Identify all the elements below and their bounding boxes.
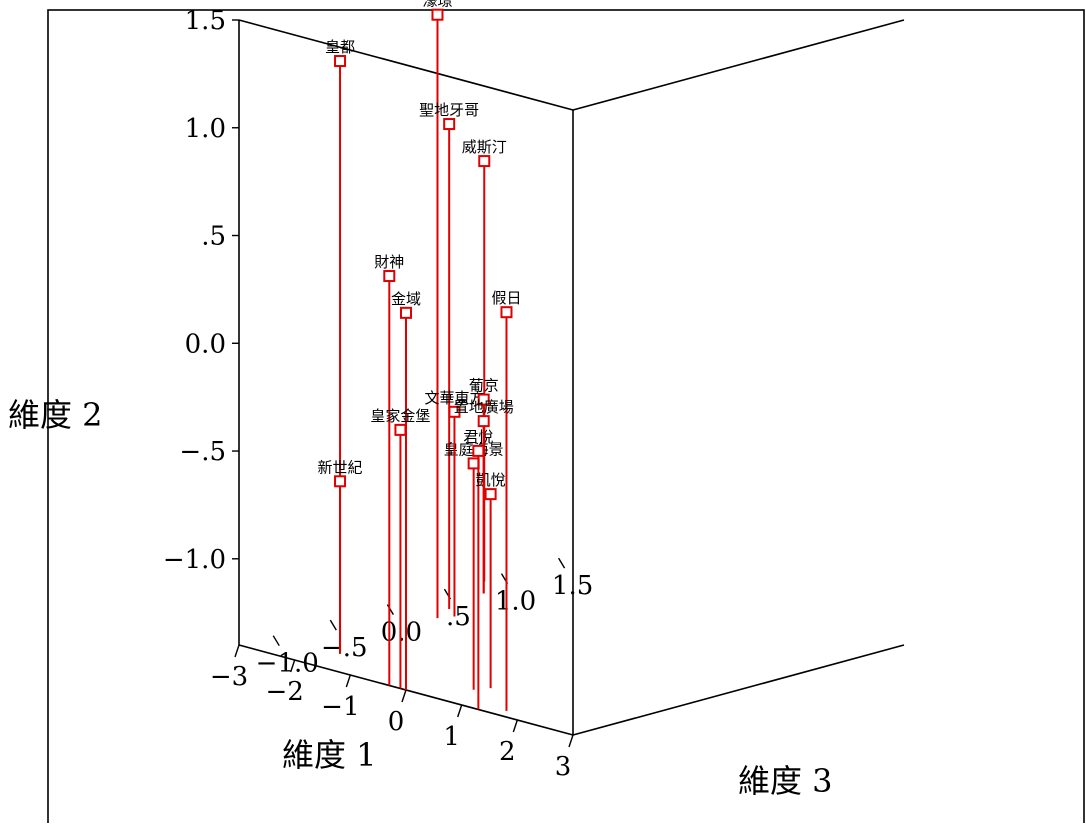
point-marker [500, 306, 513, 319]
z-tick-mark [386, 604, 394, 616]
point-marker [431, 8, 444, 21]
axes [238, 19, 905, 736]
point-marker [383, 270, 396, 283]
point-label: 皇家金堡 [370, 407, 430, 425]
point-marker [443, 118, 456, 131]
data-point: 皇家金堡 [370, 407, 430, 689]
x-axis-title: 維度 1 [282, 736, 377, 774]
point-marker [477, 415, 490, 428]
point-marker [400, 306, 412, 319]
point-marker [448, 405, 461, 418]
y-axis-title: 維度 2 [8, 396, 103, 434]
point-label: 新世紀 [318, 458, 363, 476]
z-tick-label: 1.0 [495, 587, 536, 617]
y-tick-label: .5 [201, 222, 226, 252]
x-tick-mark [401, 689, 407, 703]
z-tick-label: −1.0 [256, 649, 319, 679]
x-tick-label: −1 [321, 692, 359, 722]
right-wall-top-edge [572, 19, 905, 111]
x-tick-label: 2 [499, 737, 516, 767]
point-marker [334, 475, 347, 488]
y-tick-label: 1.5 [185, 6, 226, 36]
z-axis-title: 維度 3 [738, 762, 833, 800]
data-point: 假日 [491, 289, 521, 711]
y-tick-label: 0.0 [185, 329, 226, 359]
data-point: 君悅 [463, 428, 493, 710]
y-tick-label: 1.0 [185, 114, 226, 144]
x-tick-mark [290, 659, 296, 673]
point-marker [477, 393, 490, 406]
point-marker [472, 444, 485, 457]
data-point: 濠璟 [422, 0, 452, 619]
x-tick-mark [234, 644, 240, 658]
y-tick-label: −.5 [179, 437, 226, 467]
data-point: 新世紀 [318, 458, 363, 654]
x-tick-mark [568, 734, 574, 748]
point-label: 置地廣場 [454, 398, 514, 416]
point-label: 皇都 [325, 38, 355, 56]
point-label: 君悅 [463, 428, 493, 446]
point-label: 濠璟 [422, 0, 452, 10]
data-point: 金域 [391, 290, 421, 690]
point-label: 假日 [491, 289, 521, 307]
z-tick-label: −.5 [321, 633, 368, 663]
point-marker [334, 55, 347, 68]
x-tick-label: 0 [388, 707, 405, 737]
point-label: 凱悅 [476, 471, 506, 489]
point-marker [484, 488, 497, 501]
y-tick-label: −1.0 [163, 545, 226, 575]
z-tick-mark [272, 635, 280, 647]
point-label: 財神 [374, 253, 404, 271]
x-tick-mark [512, 719, 518, 733]
z-tick-mark [329, 619, 337, 631]
data-point: 置地廣場 [454, 398, 514, 594]
z-tick-label: .5 [446, 602, 471, 632]
point-marker [478, 155, 491, 168]
x-tick-label: 1 [443, 722, 460, 752]
x-tick-mark [457, 704, 463, 718]
point-label: 文華東方 [424, 389, 484, 407]
point-label: 葡京 [469, 377, 499, 395]
z-tick-mark [557, 557, 566, 569]
data-point: 聖地牙哥 [419, 101, 479, 609]
data-point: 財神 [374, 253, 404, 686]
point-label: 聖地牙哥 [419, 101, 479, 119]
point-label: 金域 [391, 290, 421, 308]
data-point: 凱悅 [476, 471, 506, 689]
data-points: 皇都濠璟聖地牙哥威斯汀假日財神金域皇庭海景皇家金堡君悅凱悅新世紀文華東方葡京置地… [318, 0, 521, 711]
tick-labels: 1.51.0.50.0−.5−1.03210−1−2−3−1.0−.50.0.5… [163, 6, 593, 782]
point-marker [467, 457, 480, 470]
point-label: 威斯汀 [462, 138, 507, 156]
x-tick-label: −3 [210, 662, 248, 692]
x-tick-label: −2 [266, 677, 304, 707]
left-wall-top-edge [238, 19, 574, 111]
data-point: 文華東方 [424, 389, 484, 617]
x-tick-label: 3 [555, 752, 572, 782]
z-axis-line [572, 644, 905, 736]
x-tick-mark [345, 674, 351, 688]
chart-frame [47, 9, 1085, 828]
z-tick-label: 1.5 [552, 571, 593, 601]
point-marker [394, 423, 407, 436]
